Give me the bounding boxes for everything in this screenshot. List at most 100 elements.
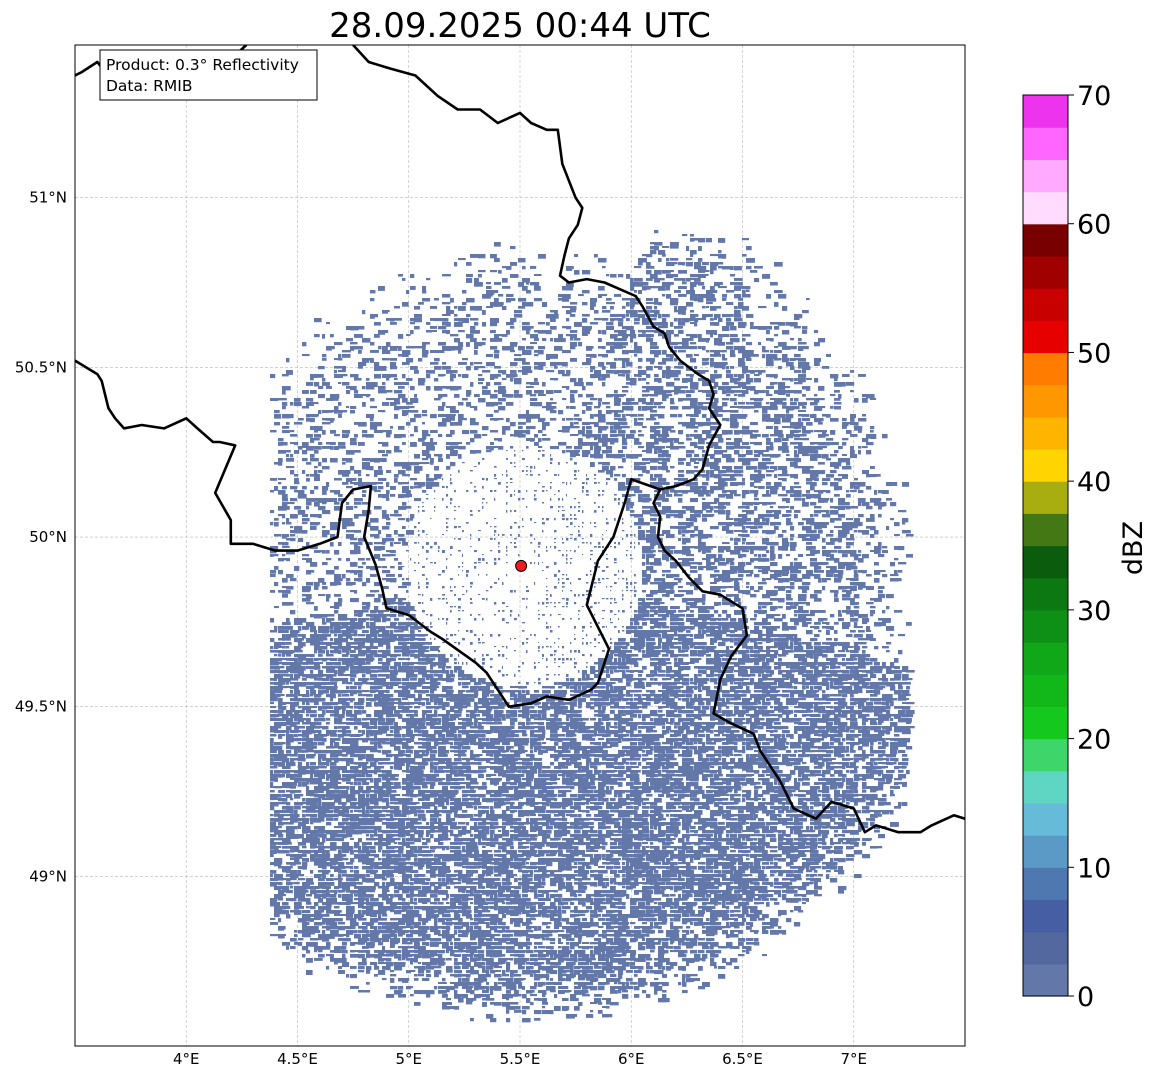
echo-cell [366, 626, 374, 629]
echo-cell [322, 490, 327, 495]
echo-cell [782, 442, 788, 447]
echo-cell [658, 270, 662, 275]
echo-cell [630, 314, 639, 318]
echo-cell [598, 410, 602, 415]
echo-cell [534, 634, 536, 637]
echo-cell [734, 570, 738, 574]
echo-cell [894, 558, 899, 561]
echo-cell [726, 430, 733, 435]
echo-cell [734, 310, 741, 315]
echo-cell [638, 414, 644, 417]
echo-cell [734, 610, 742, 615]
echo-cell [298, 418, 304, 421]
echo-cell [810, 562, 819, 567]
echo-cell [666, 610, 674, 615]
echo-cell [842, 626, 849, 630]
echo-cell [390, 602, 395, 605]
echo-cell [854, 554, 859, 559]
echo-cell [578, 650, 581, 653]
echo-cell [782, 574, 789, 577]
echo-cell [766, 426, 773, 429]
echo-cell [770, 506, 774, 509]
echo-cell [502, 610, 505, 612]
echo-cell [398, 506, 407, 510]
echo-cell [422, 438, 426, 441]
echo-cell [854, 594, 860, 599]
echo-cell [782, 358, 789, 363]
echo-cell [398, 566, 403, 570]
echo-cell [402, 278, 406, 281]
echo-cell [802, 610, 809, 614]
echo-cell [798, 534, 807, 539]
echo-cell [318, 366, 325, 370]
echo-cell [818, 510, 827, 513]
echo-cell [754, 378, 761, 383]
echo-cell [498, 634, 501, 637]
echo-cell [378, 286, 385, 291]
echo-cell [746, 402, 750, 405]
echo-cell [610, 454, 614, 459]
echo-cell [834, 506, 839, 509]
echo-cell [714, 318, 717, 321]
echo-cell [662, 618, 667, 621]
echo-cell [774, 438, 782, 443]
echo-cell [750, 482, 755, 487]
echo-cell [602, 414, 606, 418]
echo-cell [578, 394, 583, 398]
echo-cell [302, 642, 306, 645]
echo-cell [658, 406, 666, 409]
echo-cell [538, 322, 546, 325]
echo-cell [630, 590, 633, 592]
echo-cell [846, 542, 851, 546]
echo-cell [450, 378, 454, 382]
echo-cell [574, 478, 577, 480]
echo-cell [830, 418, 839, 422]
echo-cell [562, 514, 565, 517]
echo-cell [422, 350, 429, 355]
echo-cell [842, 438, 849, 441]
echo-cell [334, 574, 342, 579]
echo-cell [690, 518, 696, 522]
echo-cell [674, 390, 679, 395]
echo-cell [790, 538, 794, 541]
echo-cell [818, 570, 824, 573]
echo-cell [366, 622, 370, 627]
echo-cell [742, 334, 751, 337]
echo-cell [778, 618, 782, 622]
echo-cell [638, 314, 646, 318]
echo-cell [658, 454, 665, 458]
echo-cell [386, 626, 394, 629]
echo-cell [402, 642, 408, 646]
echo-cell [646, 442, 655, 447]
echo-cell [674, 514, 682, 518]
echo-cell [858, 498, 866, 503]
echo-cell [822, 618, 828, 621]
echo-cell [326, 558, 332, 561]
echo-cell [826, 646, 835, 651]
echo-cell [598, 414, 606, 419]
echo-cell [542, 418, 546, 422]
echo-cell [790, 542, 797, 547]
echo-cell [366, 646, 371, 651]
echo-cell [630, 286, 635, 291]
echo-cell [758, 526, 763, 529]
echo-cell [482, 642, 485, 644]
echo-cell [338, 618, 344, 621]
echo-cell [650, 630, 657, 635]
echo-cell [778, 506, 786, 509]
echo-cell [550, 326, 557, 330]
echo-cell [778, 342, 787, 347]
echo-cell [834, 574, 842, 578]
echo-cell [430, 414, 437, 419]
echo-cell [506, 546, 508, 549]
echo-cell [286, 454, 290, 458]
echo-cell [410, 442, 417, 447]
echo-cell [762, 350, 770, 353]
echo-cell [302, 530, 308, 534]
echo-cell [406, 490, 411, 495]
echo-cell [382, 514, 390, 519]
echo-cell [306, 418, 314, 422]
echo-cell [634, 354, 638, 357]
echo-cell [462, 566, 463, 568]
echo-cell [442, 618, 445, 620]
